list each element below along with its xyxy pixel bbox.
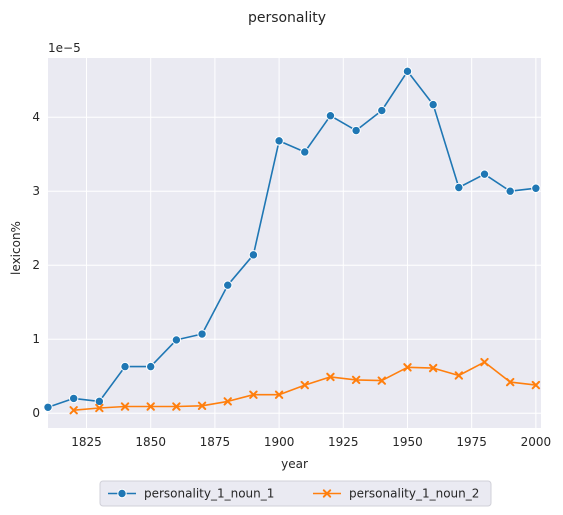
data-point xyxy=(223,280,233,290)
data-point xyxy=(377,376,387,385)
legend-item: personality_1_noun_1 xyxy=(108,487,274,501)
data-point xyxy=(531,380,541,390)
data-point xyxy=(479,169,490,179)
y-axis-label: lexicon% xyxy=(9,221,23,275)
data-point xyxy=(351,125,361,136)
data-point xyxy=(94,396,105,407)
x-tick-label: 1900 xyxy=(264,435,295,449)
data-point xyxy=(531,183,541,193)
y-tick-label: 4 xyxy=(32,110,40,124)
data-point xyxy=(95,403,104,413)
data-point xyxy=(480,357,489,367)
data-point xyxy=(351,375,361,385)
series-personality_1_noun_2 xyxy=(69,357,541,415)
data-point xyxy=(249,390,258,399)
data-point xyxy=(326,372,335,382)
data-point xyxy=(43,402,53,412)
legend-frame xyxy=(99,480,492,507)
data-point xyxy=(428,363,438,373)
data-point xyxy=(69,406,78,415)
data-point xyxy=(300,380,309,390)
data-point xyxy=(274,136,284,146)
y-axis-offset-label: 1e−5 xyxy=(48,41,81,55)
x-tick-label: 1825 xyxy=(71,435,102,449)
y-tick-label: 2 xyxy=(32,258,40,272)
data-point xyxy=(505,377,515,387)
legend-label: personality_1_noun_2 xyxy=(349,487,479,501)
x-tick-label: 1950 xyxy=(392,435,423,449)
data-point xyxy=(505,186,515,196)
x-tick-label: 2000 xyxy=(521,435,552,449)
y-tick-label: 0 xyxy=(32,406,40,420)
data-point xyxy=(402,66,413,77)
data-point xyxy=(172,402,181,411)
data-point xyxy=(197,329,207,339)
data-point xyxy=(274,390,284,399)
x-axis-label: year xyxy=(281,457,308,471)
x-tick-label: 1875 xyxy=(200,435,231,449)
data-point xyxy=(197,401,207,410)
data-point xyxy=(120,402,130,411)
data-point xyxy=(248,250,259,260)
x-tick-label: 1925 xyxy=(328,435,359,449)
data-point xyxy=(454,182,464,193)
x-tick-label: 1975 xyxy=(456,435,487,449)
legend-label: personality_1_noun_1 xyxy=(144,487,274,501)
series-personality_1_noun_1 xyxy=(43,66,541,412)
y-tick-label: 3 xyxy=(32,184,40,198)
x-tick-label: 1850 xyxy=(135,435,166,449)
legend-item: personality_1_noun_2 xyxy=(313,487,479,501)
data-point xyxy=(428,99,438,110)
plot-background xyxy=(48,58,541,428)
data-point xyxy=(171,335,182,345)
data-point xyxy=(223,397,232,406)
plot-area xyxy=(43,58,541,428)
data-point xyxy=(325,111,336,121)
y-tick-label: 1 xyxy=(32,332,40,346)
legend-marker xyxy=(117,488,127,499)
data-point xyxy=(377,105,387,116)
data-point xyxy=(403,363,412,372)
chart-title: personality xyxy=(248,10,326,26)
legend: personality_1_noun_1 personality_1_noun_2 xyxy=(99,480,492,507)
data-point xyxy=(146,402,155,411)
data-point xyxy=(120,361,130,372)
data-point xyxy=(68,393,79,404)
data-point xyxy=(300,147,310,157)
data-point xyxy=(146,361,156,372)
data-point xyxy=(454,371,464,380)
legend-marker xyxy=(322,489,332,498)
